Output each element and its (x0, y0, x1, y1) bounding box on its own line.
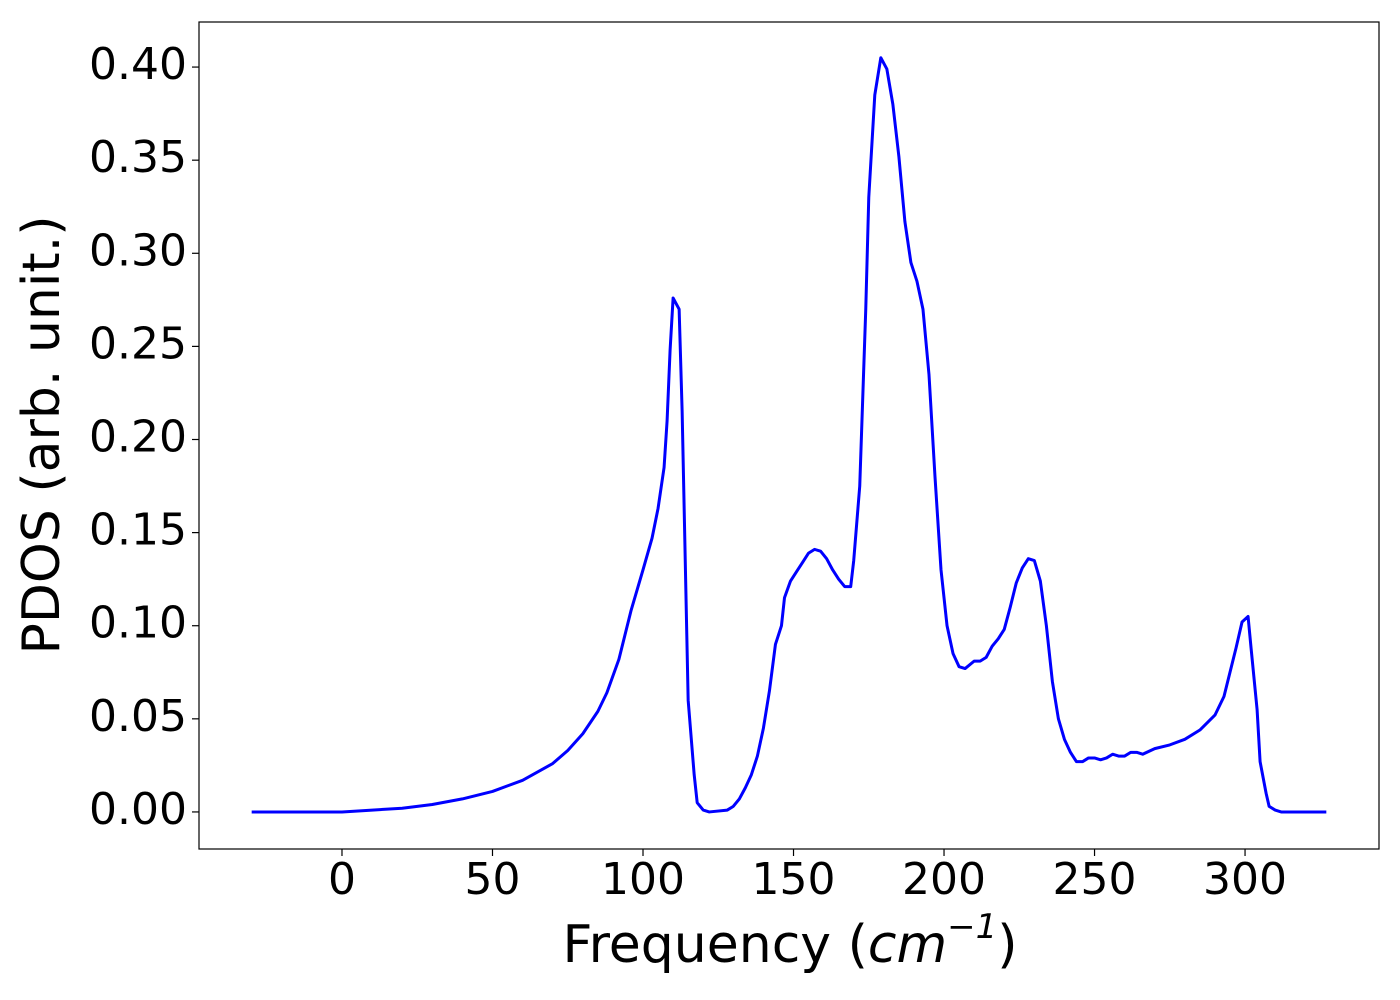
y-tick-label: 0.00 (89, 784, 187, 835)
y-tick-label: 0.30 (89, 225, 187, 276)
y-tick-label: 0.25 (89, 318, 187, 369)
data-line (251, 56, 1327, 814)
x-label-sup: −1 (947, 907, 997, 947)
x-label-text: Frequency ( (562, 915, 867, 975)
x-axis-label: Frequency (cm−1) (562, 907, 1017, 976)
x-label-close: ) (997, 915, 1017, 975)
y-tick-label: 0.15 (89, 505, 187, 556)
y-tick-label: 0.20 (89, 412, 187, 463)
y-tick-label: 0.05 (89, 691, 187, 742)
x-tick-label: 150 (752, 854, 836, 905)
y-tick-label: 0.10 (89, 598, 187, 649)
x-tick-label: 200 (902, 854, 986, 905)
y-axis-label: PDOS (arb. unit.) (12, 215, 72, 654)
x-tick-label: 100 (601, 854, 685, 905)
x-tick-label: 250 (1053, 854, 1137, 905)
x-tick-label: 300 (1203, 854, 1287, 905)
y-tick-label: 0.35 (89, 132, 187, 183)
x-tick-label: 50 (464, 854, 520, 905)
y-tick-label: 0.40 (89, 39, 187, 90)
x-tick-label: 0 (328, 854, 356, 905)
x-label-math: cm (868, 915, 947, 975)
plot-frame (198, 21, 1380, 850)
